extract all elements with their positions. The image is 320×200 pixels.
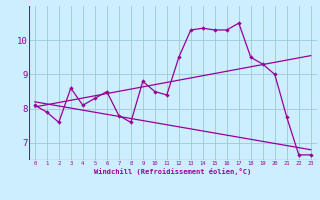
X-axis label: Windchill (Refroidissement éolien,°C): Windchill (Refroidissement éolien,°C) xyxy=(94,168,252,175)
